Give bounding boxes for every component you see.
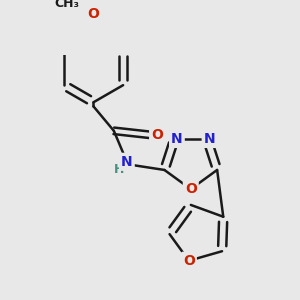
Text: CH₃: CH₃ xyxy=(55,0,80,10)
Text: O: O xyxy=(185,182,197,196)
Text: N: N xyxy=(204,132,215,146)
Text: O: O xyxy=(88,7,99,21)
Text: O: O xyxy=(183,254,195,268)
Text: N: N xyxy=(121,155,133,169)
Text: H: H xyxy=(114,164,125,176)
Text: N: N xyxy=(171,132,183,146)
Text: O: O xyxy=(151,128,163,142)
